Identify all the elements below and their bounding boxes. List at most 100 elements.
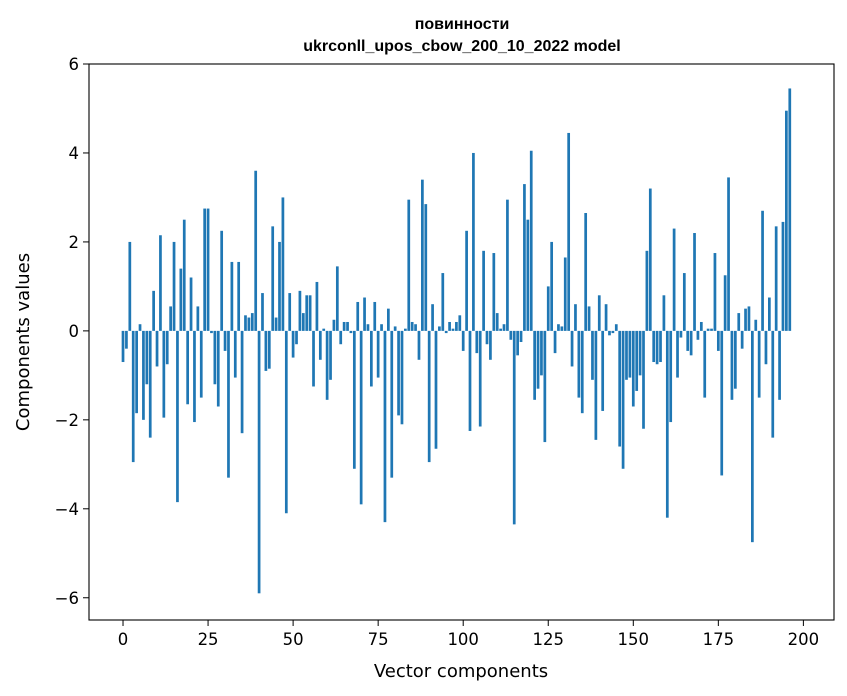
bar-60: [325, 330, 329, 400]
bar-114: [509, 330, 513, 340]
bar-34: [237, 261, 241, 331]
bar-125: [546, 286, 550, 331]
bar-177: [723, 275, 727, 331]
bar-87: [417, 330, 421, 360]
bar-120: [529, 150, 533, 331]
bar-16: [176, 330, 179, 503]
bar-73: [369, 330, 373, 387]
bar-67: [349, 330, 353, 334]
bar-157: [655, 330, 659, 365]
bars-group: [121, 88, 792, 594]
bar-94: [441, 273, 445, 331]
bar-72: [366, 324, 370, 331]
bar-92: [434, 330, 438, 449]
bar-40: [257, 330, 261, 594]
bar-30: [223, 330, 227, 351]
bar-21: [193, 330, 196, 423]
bar-131: [567, 132, 571, 331]
bar-66: [346, 321, 349, 331]
chart-title-line-1: повинности: [415, 16, 510, 33]
bar-15: [172, 241, 176, 331]
bar-168: [693, 233, 696, 331]
bar-163: [676, 330, 679, 378]
bar-36: [244, 315, 247, 331]
bar-132: [570, 330, 574, 367]
bar-184: [747, 306, 751, 331]
bar-154: [645, 250, 649, 331]
bar-100: [461, 330, 465, 351]
bar-179: [730, 330, 734, 400]
bar-128: [557, 324, 560, 331]
bar-81: [397, 330, 400, 416]
bar-116: [516, 330, 519, 356]
bar-151: [635, 330, 639, 391]
bar-89: [424, 204, 428, 331]
bar-91: [431, 304, 434, 331]
bar-133: [574, 304, 577, 331]
bar-86: [414, 324, 417, 331]
bar-166: [686, 330, 690, 351]
bar-57: [315, 281, 319, 331]
bar-183: [744, 308, 747, 331]
x-axis-label: Vector components: [374, 661, 548, 682]
x-tick-label: 50: [283, 630, 304, 649]
bar-162: [672, 228, 676, 331]
bar-70: [359, 330, 363, 505]
bar-50: [291, 330, 295, 358]
bar-65: [342, 321, 346, 331]
bar-31: [227, 330, 230, 478]
bar-6: [142, 330, 145, 420]
bar-22: [196, 306, 200, 331]
bar-136: [584, 213, 588, 331]
y-axis-ticks: −6 −4 −2 0 2 4 6: [55, 55, 89, 608]
bar-105: [478, 330, 482, 427]
bar-141: [601, 330, 605, 411]
bar-43: [267, 330, 271, 369]
bar-74: [373, 301, 377, 331]
bar-45: [274, 317, 278, 331]
bar-104: [475, 330, 479, 354]
bar-188: [761, 210, 764, 331]
bar-169: [696, 330, 700, 340]
bar-115: [512, 330, 516, 525]
bar-152: [638, 330, 642, 376]
bar-112: [502, 324, 506, 331]
bar-176: [720, 330, 724, 476]
bar-48: [284, 330, 288, 514]
bar-46: [278, 241, 281, 331]
bar-17: [179, 268, 183, 331]
bar-121: [533, 330, 536, 400]
bar-144: [611, 330, 615, 334]
bar-32: [230, 261, 234, 331]
y-tick-label: 4: [69, 144, 80, 163]
y-tick-label: −2: [55, 411, 79, 430]
bar-58: [318, 330, 322, 360]
bar-161: [669, 330, 673, 423]
bar-159: [662, 295, 666, 331]
bar-5: [138, 324, 142, 331]
bar-138: [591, 330, 594, 380]
bar-59: [322, 328, 326, 331]
x-tick-label: 200: [788, 630, 820, 649]
bar-62: [332, 319, 336, 331]
bar-186: [754, 319, 758, 331]
bar-170: [699, 321, 703, 331]
bar-77: [383, 330, 387, 523]
bar-142: [604, 304, 608, 331]
bar-11: [159, 235, 162, 331]
x-tick-label: 75: [368, 630, 389, 649]
bar-139: [594, 330, 598, 440]
bar-129: [560, 326, 564, 331]
bar-23: [199, 330, 203, 398]
bar-182: [740, 330, 744, 349]
bar-39: [254, 170, 258, 331]
bar-187: [757, 330, 761, 398]
bar-0: [121, 330, 125, 363]
bar-153: [642, 330, 645, 429]
bar-18: [182, 219, 186, 331]
bar-111: [499, 328, 502, 331]
bar-150: [631, 330, 635, 407]
bar-38: [250, 313, 254, 331]
bar-164: [679, 330, 683, 338]
bar-181: [737, 313, 741, 331]
